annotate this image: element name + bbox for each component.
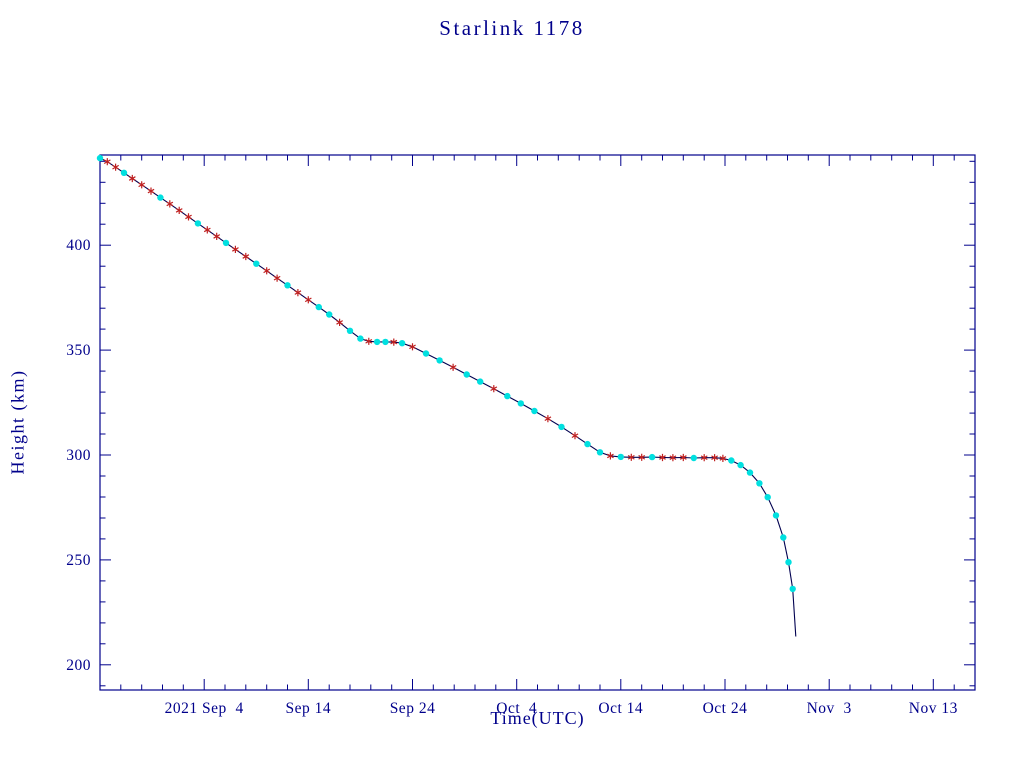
dot-marker bbox=[648, 453, 656, 461]
dot-marker bbox=[531, 407, 538, 415]
asterisk-marker bbox=[669, 454, 677, 462]
asterisk-marker bbox=[304, 296, 312, 304]
dot-marker bbox=[436, 357, 443, 364]
x-tick-label: Nov 13 bbox=[909, 700, 958, 717]
asterisk-marker bbox=[700, 454, 708, 462]
x-tick-label: Oct 24 bbox=[703, 700, 748, 717]
asterisk-marker bbox=[544, 415, 552, 423]
asterisk-marker bbox=[147, 187, 155, 195]
asterisk-marker bbox=[679, 453, 687, 462]
dot-marker bbox=[617, 453, 624, 461]
dot-marker bbox=[789, 585, 796, 593]
dot-marker bbox=[785, 559, 792, 566]
x-tick-label: Oct 4 bbox=[496, 700, 537, 717]
dot-marker bbox=[373, 338, 381, 346]
dot-marker bbox=[596, 449, 604, 456]
dot-marker bbox=[558, 423, 565, 431]
asterisk-marker bbox=[263, 267, 271, 275]
asterisk-marker bbox=[103, 158, 111, 166]
dot-marker bbox=[357, 335, 364, 342]
dot-marker bbox=[764, 494, 771, 501]
dot-marker bbox=[284, 282, 291, 289]
y-tick-label: 250 bbox=[66, 552, 91, 569]
dot-marker bbox=[780, 534, 787, 541]
dot-marker bbox=[463, 371, 470, 378]
tick-labels: 2021 Sep 4 Sep 14 Sep 24 Oct 4 Oct 14 Oct 24 N… bbox=[66, 237, 958, 717]
y-tick-label: 350 bbox=[66, 342, 91, 359]
dot-marker bbox=[690, 454, 697, 462]
asterisk-marker bbox=[606, 452, 614, 460]
asterisk-marker bbox=[336, 318, 344, 326]
dot-marker bbox=[398, 340, 406, 347]
asterisk-marker bbox=[273, 274, 281, 282]
x-tick-label: Sep 24 bbox=[390, 700, 436, 717]
asterisk-marker bbox=[213, 232, 221, 240]
asterisk-marker bbox=[112, 163, 120, 171]
dot-marker bbox=[422, 350, 430, 357]
x-tick-label: Nov 3 bbox=[807, 700, 852, 717]
asterisk-marker bbox=[294, 289, 302, 297]
asterisk-marker bbox=[449, 363, 457, 371]
dot-marker bbox=[772, 512, 780, 519]
asterisk-marker bbox=[185, 213, 192, 221]
dot-marker bbox=[477, 378, 484, 385]
dot-marker bbox=[746, 469, 754, 476]
dot-marker bbox=[382, 338, 389, 346]
dot-marker bbox=[756, 480, 763, 487]
asterisk-marker bbox=[711, 454, 719, 462]
dot-marker bbox=[728, 457, 735, 464]
asterisk-marker bbox=[203, 226, 211, 234]
dot-marker bbox=[253, 260, 260, 267]
dot-marker bbox=[194, 220, 202, 227]
dot-marker bbox=[96, 154, 104, 162]
asterisk-marker bbox=[175, 206, 183, 214]
asterisk-marker bbox=[571, 432, 579, 440]
x-tick-label: Oct 14 bbox=[598, 700, 643, 717]
asterisk-marker bbox=[242, 252, 250, 261]
dot-marker bbox=[584, 440, 591, 448]
asterisk-marker bbox=[627, 453, 635, 461]
y-tick-label: 200 bbox=[66, 657, 91, 674]
y-tick-label: 400 bbox=[66, 237, 91, 254]
dot-marker bbox=[222, 239, 230, 247]
dot-marker bbox=[504, 392, 511, 400]
dot-marker bbox=[737, 461, 744, 469]
asterisk-marker bbox=[138, 181, 146, 189]
dot-marker bbox=[517, 400, 524, 407]
asterisk-marker bbox=[659, 453, 666, 462]
decay-line bbox=[99, 157, 797, 637]
asterisk-marker bbox=[166, 200, 174, 208]
asterisk-marker bbox=[365, 337, 373, 345]
dot-marker bbox=[346, 327, 354, 334]
x-tick-label: 2021 Sep 4 bbox=[165, 700, 244, 717]
x-tick-label: Sep 14 bbox=[285, 700, 331, 717]
axis-frame bbox=[99, 154, 976, 691]
dot-marker bbox=[157, 194, 164, 201]
data-markers bbox=[96, 154, 796, 593]
dot-marker bbox=[315, 303, 322, 311]
asterisk-marker bbox=[719, 454, 727, 462]
asterisk-marker bbox=[409, 343, 416, 351]
y-tick-label: 300 bbox=[66, 447, 91, 464]
asterisk-marker bbox=[490, 385, 498, 393]
asterisk-marker bbox=[128, 174, 136, 183]
x-axis-label: Time(UTC) bbox=[490, 708, 585, 728]
dot-marker bbox=[326, 311, 333, 318]
asterisk-marker bbox=[638, 453, 646, 461]
chart-title: Starlink 1178 bbox=[439, 16, 585, 40]
dot-marker bbox=[120, 169, 128, 176]
asterisk-marker bbox=[390, 338, 398, 346]
asterisk-marker bbox=[231, 245, 239, 253]
